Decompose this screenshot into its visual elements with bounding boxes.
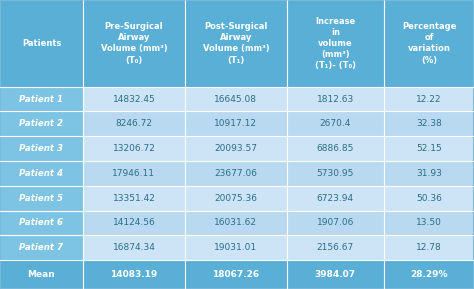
Bar (185, 87, 287, 112)
Bar (384, 186, 474, 211)
Bar (287, 260, 384, 289)
Bar (287, 186, 384, 211)
Bar (384, 161, 474, 186)
Text: 13351.42: 13351.42 (112, 194, 155, 203)
Bar (185, 235, 287, 260)
Bar (384, 235, 474, 260)
Text: 14083.19: 14083.19 (110, 270, 157, 279)
Bar (0, 186, 83, 211)
Text: Post-Surgical
Airway
Volume (mm³)
(T₁): Post-Surgical Airway Volume (mm³) (T₁) (202, 22, 269, 64)
Text: 52.15: 52.15 (416, 144, 442, 153)
Bar (185, 211, 287, 235)
Bar (384, 0, 474, 87)
Text: 13206.72: 13206.72 (112, 144, 155, 153)
Bar (0, 235, 83, 260)
Bar (83, 112, 185, 136)
Bar (287, 211, 384, 235)
Text: 2156.67: 2156.67 (317, 243, 354, 252)
Text: 5730.95: 5730.95 (317, 169, 354, 178)
Bar (0, 87, 83, 112)
Text: 2670.4: 2670.4 (319, 119, 351, 128)
Bar (83, 87, 185, 112)
Text: 14832.45: 14832.45 (112, 95, 155, 103)
Bar (185, 112, 287, 136)
Text: 17946.11: 17946.11 (112, 169, 155, 178)
Text: 6723.94: 6723.94 (317, 194, 354, 203)
Text: Pre-Surgical
Airway
Volume (mm³)
(T₀): Pre-Surgical Airway Volume (mm³) (T₀) (100, 22, 167, 64)
Text: 1907.06: 1907.06 (317, 218, 354, 227)
Bar (83, 161, 185, 186)
Text: 12.22: 12.22 (416, 95, 442, 103)
Text: 20075.36: 20075.36 (214, 194, 257, 203)
Text: Patient 6: Patient 6 (19, 218, 64, 227)
Bar (384, 87, 474, 112)
Text: 3984.07: 3984.07 (315, 270, 356, 279)
Bar (83, 136, 185, 161)
Text: 16874.34: 16874.34 (112, 243, 155, 252)
Bar (83, 0, 185, 87)
Bar (384, 112, 474, 136)
Bar (185, 0, 287, 87)
Bar (287, 161, 384, 186)
Text: Patient 7: Patient 7 (19, 243, 64, 252)
Bar (0, 112, 83, 136)
Text: 20093.57: 20093.57 (214, 144, 257, 153)
Text: 6886.85: 6886.85 (317, 144, 354, 153)
Bar (384, 136, 474, 161)
Bar (83, 186, 185, 211)
Bar (185, 136, 287, 161)
Bar (287, 235, 384, 260)
Text: Patient 1: Patient 1 (19, 95, 64, 103)
Bar (384, 260, 474, 289)
Text: 18067.26: 18067.26 (212, 270, 259, 279)
Bar (83, 235, 185, 260)
Text: Patient 5: Patient 5 (19, 194, 64, 203)
Text: 16031.62: 16031.62 (214, 218, 257, 227)
Text: 8246.72: 8246.72 (115, 119, 153, 128)
Text: 19031.01: 19031.01 (214, 243, 257, 252)
Bar (0, 260, 83, 289)
Bar (0, 136, 83, 161)
Text: 12.78: 12.78 (416, 243, 442, 252)
Bar (83, 211, 185, 235)
Text: 16645.08: 16645.08 (214, 95, 257, 103)
Bar (83, 260, 185, 289)
Bar (0, 0, 83, 87)
Bar (287, 136, 384, 161)
Bar (185, 161, 287, 186)
Bar (287, 0, 384, 87)
Text: Percentage
of
variation
(%): Percentage of variation (%) (402, 22, 456, 64)
Text: 23677.06: 23677.06 (214, 169, 257, 178)
Text: 14124.56: 14124.56 (112, 218, 155, 227)
Text: Patient 3: Patient 3 (19, 144, 64, 153)
Text: 13.50: 13.50 (416, 218, 442, 227)
Bar (287, 87, 384, 112)
Text: Patients: Patients (22, 39, 61, 48)
Text: 1812.63: 1812.63 (317, 95, 354, 103)
Text: Patient 4: Patient 4 (19, 169, 64, 178)
Bar (185, 186, 287, 211)
Bar (384, 211, 474, 235)
Text: 28.29%: 28.29% (410, 270, 448, 279)
Text: Patient 2: Patient 2 (19, 119, 64, 128)
Text: 32.38: 32.38 (416, 119, 442, 128)
Bar (185, 260, 287, 289)
Bar (0, 211, 83, 235)
Text: 50.36: 50.36 (416, 194, 442, 203)
Text: 10917.12: 10917.12 (214, 119, 257, 128)
Text: 31.93: 31.93 (416, 169, 442, 178)
Text: Mean: Mean (27, 270, 55, 279)
Text: Increase
in
volume
(mm³)
(T₁)- (T₀): Increase in volume (mm³) (T₁)- (T₀) (315, 17, 356, 70)
Bar (0, 161, 83, 186)
Bar (287, 112, 384, 136)
